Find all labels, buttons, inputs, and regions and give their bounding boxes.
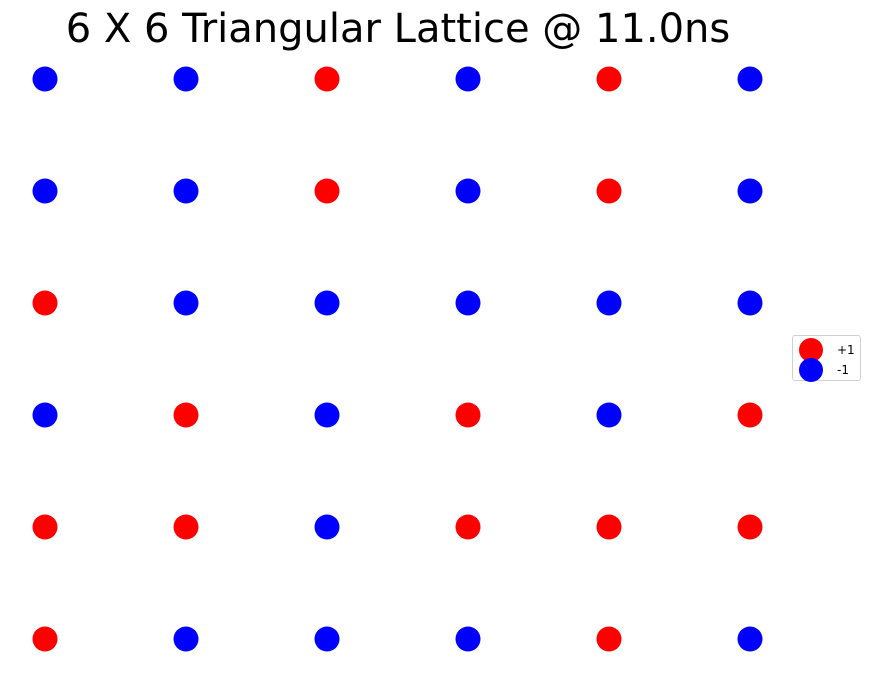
spin-point-r3-c1-up — [32, 290, 58, 316]
spin-point-r1-c6-down — [737, 66, 763, 92]
spin-point-r3-c3-down — [314, 290, 340, 316]
spin-point-r2-c4-down — [455, 178, 481, 204]
spin-point-r6-c1-up — [32, 626, 58, 652]
spin-point-r1-c4-down — [455, 66, 481, 92]
spin-point-r4-c3-down — [314, 402, 340, 428]
spin-point-r2-c6-down — [737, 178, 763, 204]
spin-point-r5-c1-up — [32, 514, 58, 540]
spin-point-r1-c1-down — [32, 66, 58, 92]
spin-point-r5-c2-up — [173, 514, 199, 540]
spin-point-r3-c4-down — [455, 290, 481, 316]
legend-label-plus-one: +1 — [837, 343, 855, 357]
spin-point-r4-c4-up — [455, 402, 481, 428]
spin-point-r4-c1-down — [32, 402, 58, 428]
spin-point-r6-c2-down — [173, 626, 199, 652]
spin-point-r4-c5-down — [596, 402, 622, 428]
spin-point-r2-c5-up — [596, 178, 622, 204]
spin-point-r3-c5-down — [596, 290, 622, 316]
spin-point-r5-c5-up — [596, 514, 622, 540]
spin-point-r1-c5-up — [596, 66, 622, 92]
spin-point-r5-c6-up — [737, 514, 763, 540]
spin-point-r6-c4-down — [455, 626, 481, 652]
legend-item-minus-one: -1 — [799, 358, 859, 382]
chart-title: 6 X 6 Triangular Lattice @ 11.0ns — [65, 6, 731, 52]
spin-point-r3-c6-down — [737, 290, 763, 316]
legend-marker-minus-one — [799, 358, 823, 382]
spin-point-r2-c3-up — [314, 178, 340, 204]
spin-point-r4-c6-up — [737, 402, 763, 428]
legend-item-plus-one: +1 — [799, 338, 859, 362]
spin-point-r5-c4-up — [455, 514, 481, 540]
legend: +1 -1 — [792, 335, 861, 382]
legend-label-minus-one: -1 — [837, 363, 849, 377]
spin-point-r2-c2-down — [173, 178, 199, 204]
spin-point-r1-c3-up — [314, 66, 340, 92]
spin-point-r2-c1-down — [32, 178, 58, 204]
spin-point-r1-c2-down — [173, 66, 199, 92]
spin-point-r5-c3-down — [314, 514, 340, 540]
spin-point-r6-c6-down — [737, 626, 763, 652]
spin-point-r3-c2-down — [173, 290, 199, 316]
spin-point-r6-c5-up — [596, 626, 622, 652]
spin-point-r6-c3-down — [314, 626, 340, 652]
spin-point-r4-c2-up — [173, 402, 199, 428]
